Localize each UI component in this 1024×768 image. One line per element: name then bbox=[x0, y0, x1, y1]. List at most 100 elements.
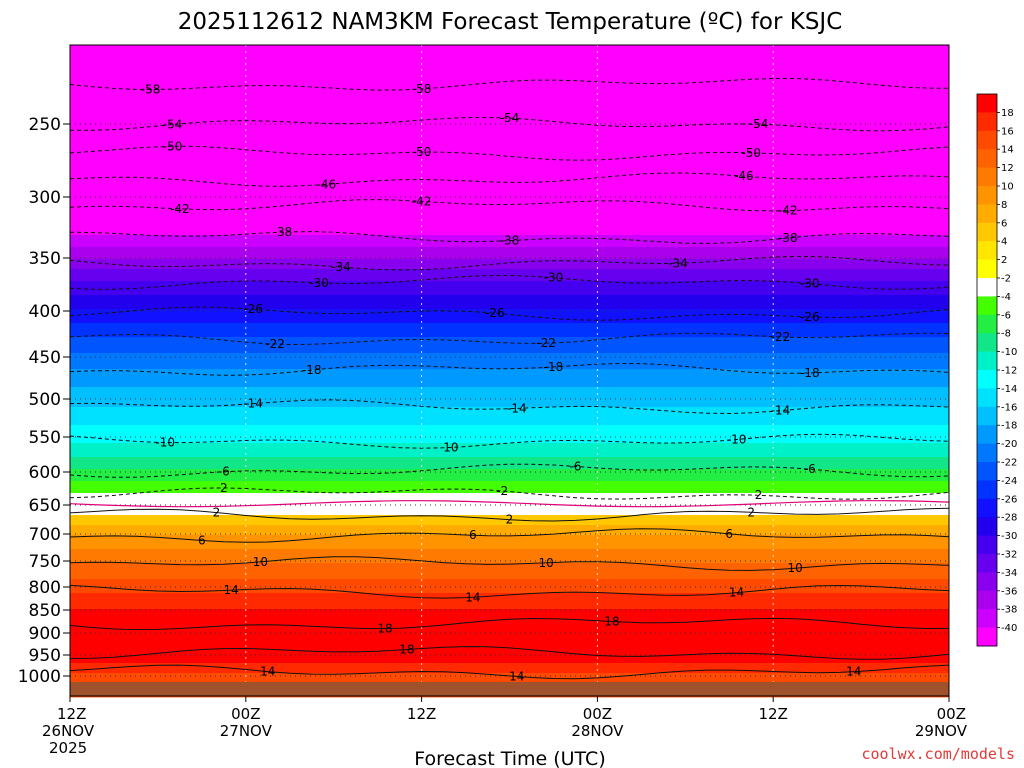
temperature-band-305 bbox=[70, 655, 949, 658]
temperature-band-17 bbox=[70, 79, 949, 82]
temperature-band-177 bbox=[70, 399, 949, 402]
temperature-band-138 bbox=[70, 321, 949, 324]
temperature-band-109 bbox=[70, 263, 949, 266]
temperature-band-311 bbox=[70, 667, 949, 670]
x-tick-label-4: 12Z bbox=[759, 705, 788, 723]
temperature-band-129 bbox=[70, 303, 949, 306]
colorbar-label-17: -18 bbox=[1001, 421, 1017, 432]
temperature-band-187 bbox=[70, 419, 949, 422]
y-tick-label-6: 550 bbox=[29, 428, 61, 448]
temperature-band-236 bbox=[70, 517, 949, 520]
contour-label-18-1: 14 bbox=[465, 590, 480, 604]
colorbar-label-12: -8 bbox=[1001, 329, 1011, 340]
colorbar-label-16: -16 bbox=[1001, 402, 1017, 413]
temperature-band-104 bbox=[70, 253, 949, 256]
x-tick-date-5: 29NOV bbox=[915, 722, 968, 740]
y-axis: 250 300 350 400 450 500 550 600 650 700 750 800 850 9… bbox=[18, 115, 70, 687]
temperature-band-30 bbox=[70, 105, 949, 108]
temperature-band-195 bbox=[70, 435, 949, 438]
temperature-band-230 bbox=[70, 505, 949, 508]
colorbar-label-3: 12 bbox=[1001, 163, 1014, 174]
temperature-band-132 bbox=[70, 309, 949, 312]
temperature-band-164 bbox=[70, 373, 949, 376]
temperature-band-34 bbox=[70, 113, 949, 116]
temperature-band-160 bbox=[70, 365, 949, 368]
temperature-band-167 bbox=[70, 379, 949, 382]
colorbar-swatch-15 bbox=[977, 370, 997, 389]
temperature-band-45 bbox=[70, 135, 949, 138]
temperature-band-248 bbox=[70, 541, 949, 544]
colorbar-swatch-6 bbox=[977, 204, 997, 224]
temperature-band-176 bbox=[70, 397, 949, 400]
temperature-band-106 bbox=[70, 257, 949, 260]
contour-label-7-2: -30 bbox=[800, 277, 820, 291]
temperature-band-25 bbox=[70, 95, 949, 98]
temperature-band-9 bbox=[70, 63, 949, 66]
temperature-band-79 bbox=[70, 203, 949, 206]
temperature-band-302 bbox=[70, 649, 949, 652]
temperature-band-105 bbox=[70, 255, 949, 258]
temperature-band-285 bbox=[70, 615, 949, 618]
temperature-band-174 bbox=[70, 393, 949, 396]
temperature-band-60 bbox=[70, 165, 949, 168]
temperature-band-86 bbox=[70, 217, 949, 220]
temperature-band-258 bbox=[70, 561, 949, 564]
colorbar-label-8: 2 bbox=[1001, 255, 1007, 266]
contour-label-15-0: 2 bbox=[213, 506, 221, 520]
contour-label-5-0: -38 bbox=[273, 225, 293, 239]
temperature-band-189 bbox=[70, 423, 949, 426]
colorbar-swatch-28 bbox=[977, 609, 997, 629]
temperature-band-316 bbox=[70, 677, 949, 680]
colorbar-swatch-25 bbox=[977, 554, 997, 573]
temperature-band-89 bbox=[70, 223, 949, 226]
temperature-band-58 bbox=[70, 161, 949, 164]
temperature-band-92 bbox=[70, 229, 949, 232]
temperature-band-200 bbox=[70, 445, 949, 448]
temperature-band-288 bbox=[70, 621, 949, 624]
temperature-band-99 bbox=[70, 243, 949, 246]
colorbar-label-27: -38 bbox=[1001, 605, 1017, 616]
freezing-level-line bbox=[69, 500, 950, 508]
colorbar-label-24: -32 bbox=[1001, 550, 1017, 561]
temperature-band-148 bbox=[70, 341, 949, 344]
contour-label-16-0: 6 bbox=[198, 534, 206, 548]
temperature-band-56 bbox=[70, 157, 949, 160]
temperature-band-210 bbox=[70, 465, 949, 468]
x-tick-year-0: 2025 bbox=[49, 739, 87, 757]
temperature-band-280 bbox=[70, 605, 949, 608]
temperature-band-19 bbox=[70, 83, 949, 86]
contour-label-17-1: 10 bbox=[538, 556, 553, 570]
colorbar-swatch-20 bbox=[977, 462, 997, 481]
contour-label-13-2: -6 bbox=[804, 462, 816, 476]
temperature-band-220 bbox=[70, 485, 949, 488]
temperature-band-317 bbox=[70, 679, 949, 682]
temperature-band-71 bbox=[70, 187, 949, 190]
temperature-band-260 bbox=[70, 565, 949, 568]
temperature-band-183 bbox=[70, 411, 949, 414]
temperature-band-308 bbox=[70, 661, 949, 664]
temperature-band-115 bbox=[70, 275, 949, 278]
x-axis-title: Forecast Time (UTC) bbox=[414, 748, 605, 768]
isotherm-14-line-21 bbox=[69, 664, 950, 680]
temperature-band-40 bbox=[70, 125, 949, 128]
temperature-band-127 bbox=[70, 299, 949, 302]
colorbar-swatch-13 bbox=[977, 333, 997, 353]
contour-label-12-0: -10 bbox=[155, 436, 175, 450]
temperature-band-199 bbox=[70, 443, 949, 446]
temperature-band-223 bbox=[70, 491, 949, 494]
temperature-band-166 bbox=[70, 377, 949, 380]
temperature-band-252 bbox=[70, 549, 949, 552]
contour-label-0-1: -58 bbox=[412, 82, 432, 96]
temperature-band-70 bbox=[70, 185, 949, 188]
temperature-band-119 bbox=[70, 283, 949, 286]
temperature-band-28 bbox=[70, 101, 949, 104]
contour-label-0-0: -58 bbox=[141, 83, 161, 97]
temperature-band-145 bbox=[70, 335, 949, 338]
temperature-band-309 bbox=[70, 663, 949, 666]
temperature-band-155 bbox=[70, 355, 949, 358]
temperature-band-231 bbox=[70, 507, 949, 510]
temperature-band-112 bbox=[70, 269, 949, 272]
y-tick-label-13: 900 bbox=[29, 624, 61, 644]
temperature-band-46 bbox=[70, 137, 949, 140]
colorbar-swatch-11 bbox=[977, 296, 997, 316]
